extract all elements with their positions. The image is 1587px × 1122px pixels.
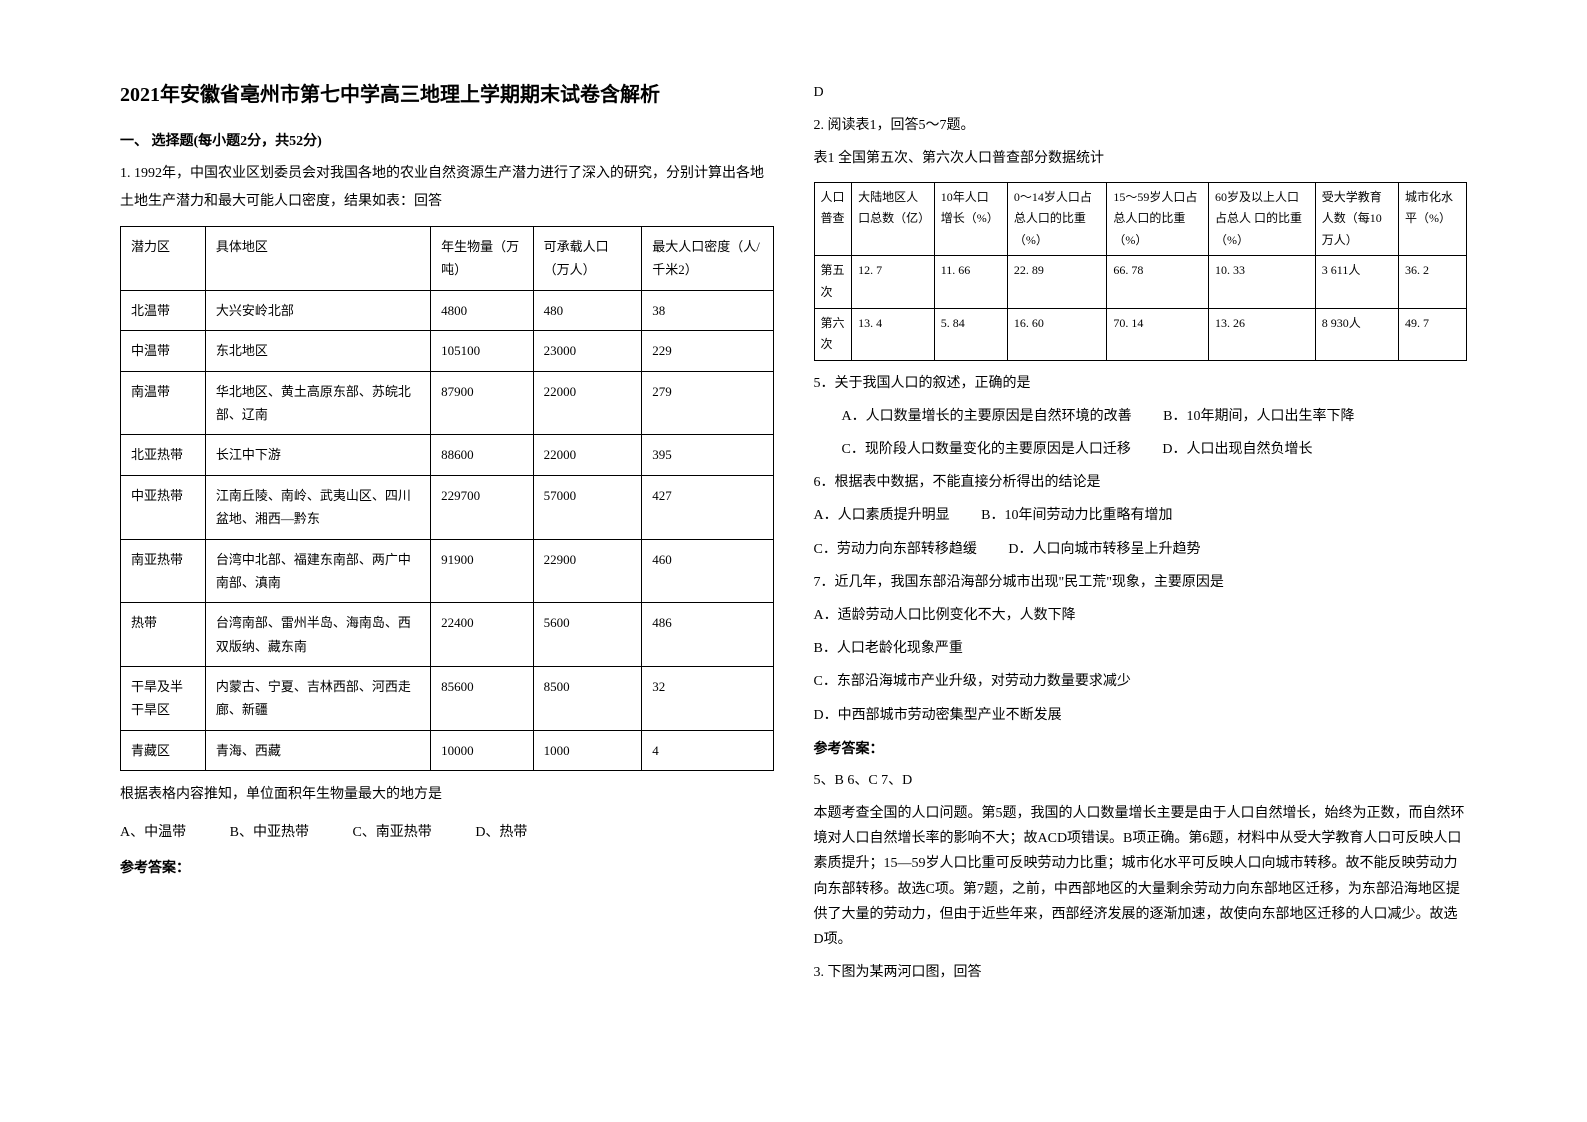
table-row: 干旱及半干旱区内蒙古、宁夏、吉林西部、河西走廊、新疆85600850032 — [121, 667, 774, 731]
option-a: A．人口素质提升明显 — [814, 508, 950, 523]
option-d: D．人口出现自然负增长 — [1162, 442, 1312, 457]
q5-options2: C．现阶段人口数量变化的主要原因是人口迁移 D．人口出现自然负增长 — [814, 437, 1468, 462]
table-row: 南亚热带台湾中北部、福建东南部、两广中南部、滇南9190022900460 — [121, 539, 774, 603]
th: 具体地区 — [205, 227, 430, 291]
q1-intro: 1. 1992年，中国农业区划委员会对我国各地的农业自然资源生产潜力进行了深入的… — [120, 160, 774, 216]
table-row: 第六次 13. 4 5. 84 16. 60 70. 14 13. 26 8 9… — [814, 308, 1467, 360]
q6-options: A．人口素质提升明显 B．10年间劳动力比重略有增加 — [814, 503, 1468, 528]
th: 潜力区 — [121, 227, 206, 291]
q7: 7．近几年，我国东部沿海部分城市出现"民工荒"现象，主要原因是 — [814, 570, 1468, 595]
table-row: 北亚热带长江中下游8860022000395 — [121, 435, 774, 475]
option-d: D．人口向城市转移呈上升趋势 — [1008, 542, 1200, 557]
explanation: 本题考查全国的人口问题。第5题，我国的人口数量增长主要是由于人口自然增长，始终为… — [814, 801, 1468, 952]
table1: 潜力区 具体地区 年生物量（万吨） 可承载人口（万人） 最大人口密度（人/千米2… — [120, 226, 774, 771]
table-row: 热带台湾南部、雷州半岛、海南岛、西双版纳、藏东南224005600486 — [121, 603, 774, 667]
answers: 5、B 6、C 7、D — [814, 768, 1468, 793]
table-header-row: 潜力区 具体地区 年生物量（万吨） 可承载人口（万人） 最大人口密度（人/千米2… — [121, 227, 774, 291]
q7-b: B．人口老龄化现象严重 — [814, 636, 1468, 661]
table-header-row: 人口普查 大陆地区人口总数（亿） 10年人口 增长（%） 0～14岁人口占总人口… — [814, 182, 1467, 256]
table-row: 中亚热带江南丘陵、南岭、武夷山区、四川盆地、湘西—黔东2297005700042… — [121, 475, 774, 539]
option-a: A．人口数量增长的主要原因是自然环境的改善 — [842, 409, 1132, 424]
q7-c: C．东部沿海城市产业升级，对劳动力数量要求减少 — [814, 669, 1468, 694]
option-c: C、南亚热带 — [352, 819, 431, 847]
table-row: 南温带华北地区、黄土高原东部、苏皖北部、辽南8790022000279 — [121, 371, 774, 435]
table-row: 第五次 12. 7 11. 66 22. 89 66. 78 10. 33 3 … — [814, 256, 1467, 308]
answer-label: 参考答案： — [814, 738, 1468, 758]
table-row: 中温带东北地区10510023000229 — [121, 331, 774, 371]
answer-label: 参考答案： — [120, 857, 774, 877]
q1-options: A、中温带 B、中亚热带 C、南亚热带 D、热带 — [120, 819, 774, 847]
q5-options: A．人口数量增长的主要原因是自然环境的改善 B．10年期间，人口出生率下降 — [814, 404, 1468, 429]
q7-d: D．中西部城市劳动密集型产业不断发展 — [814, 703, 1468, 728]
option-c: C．劳动力向东部转移趋缓 — [814, 542, 977, 557]
section-header: 一、 选择题(每小题2分，共52分) — [120, 130, 774, 150]
table2: 人口普查 大陆地区人口总数（亿） 10年人口 增长（%） 0～14岁人口占总人口… — [814, 182, 1468, 361]
q6-options2: C．劳动力向东部转移趋缓 D．人口向城市转移呈上升趋势 — [814, 537, 1468, 562]
option-c: C．现阶段人口数量变化的主要原因是人口迁移 — [842, 442, 1131, 457]
th: 年生物量（万吨） — [431, 227, 533, 291]
option-b: B、中亚热带 — [230, 819, 309, 847]
th: 最大人口密度（人/千米2） — [642, 227, 773, 291]
q5: 5．关于我国人口的叙述，正确的是 — [814, 371, 1468, 396]
q1-text: 根据表格内容推知，单位面积年生物量最大的地方是 — [120, 781, 774, 809]
option-b: B．10年期间，人口出生率下降 — [1163, 409, 1354, 424]
option-a: A、中温带 — [120, 819, 186, 847]
table-row: 青藏区青海、西藏1000010004 — [121, 730, 774, 770]
answer-d: D — [814, 80, 1468, 105]
q2-intro: 2. 阅读表1，回答5～7题。 — [814, 113, 1468, 138]
q6: 6．根据表中数据，不能直接分析得出的结论是 — [814, 470, 1468, 495]
option-d: D、热带 — [475, 819, 527, 847]
option-b: B．10年间劳动力比重略有增加 — [981, 508, 1172, 523]
table2-title: 表1 全国第五次、第六次人口普查部分数据统计 — [814, 146, 1468, 171]
q3: 3. 下图为某两河口图，回答 — [814, 960, 1468, 985]
table-row: 北温带大兴安岭北部480048038 — [121, 290, 774, 330]
th: 可承载人口（万人） — [533, 227, 642, 291]
doc-title: 2021年安徽省亳州市第七中学高三地理上学期期末试卷含解析 — [120, 80, 774, 110]
q7-a: A．适龄劳动人口比例变化不大，人数下降 — [814, 603, 1468, 628]
